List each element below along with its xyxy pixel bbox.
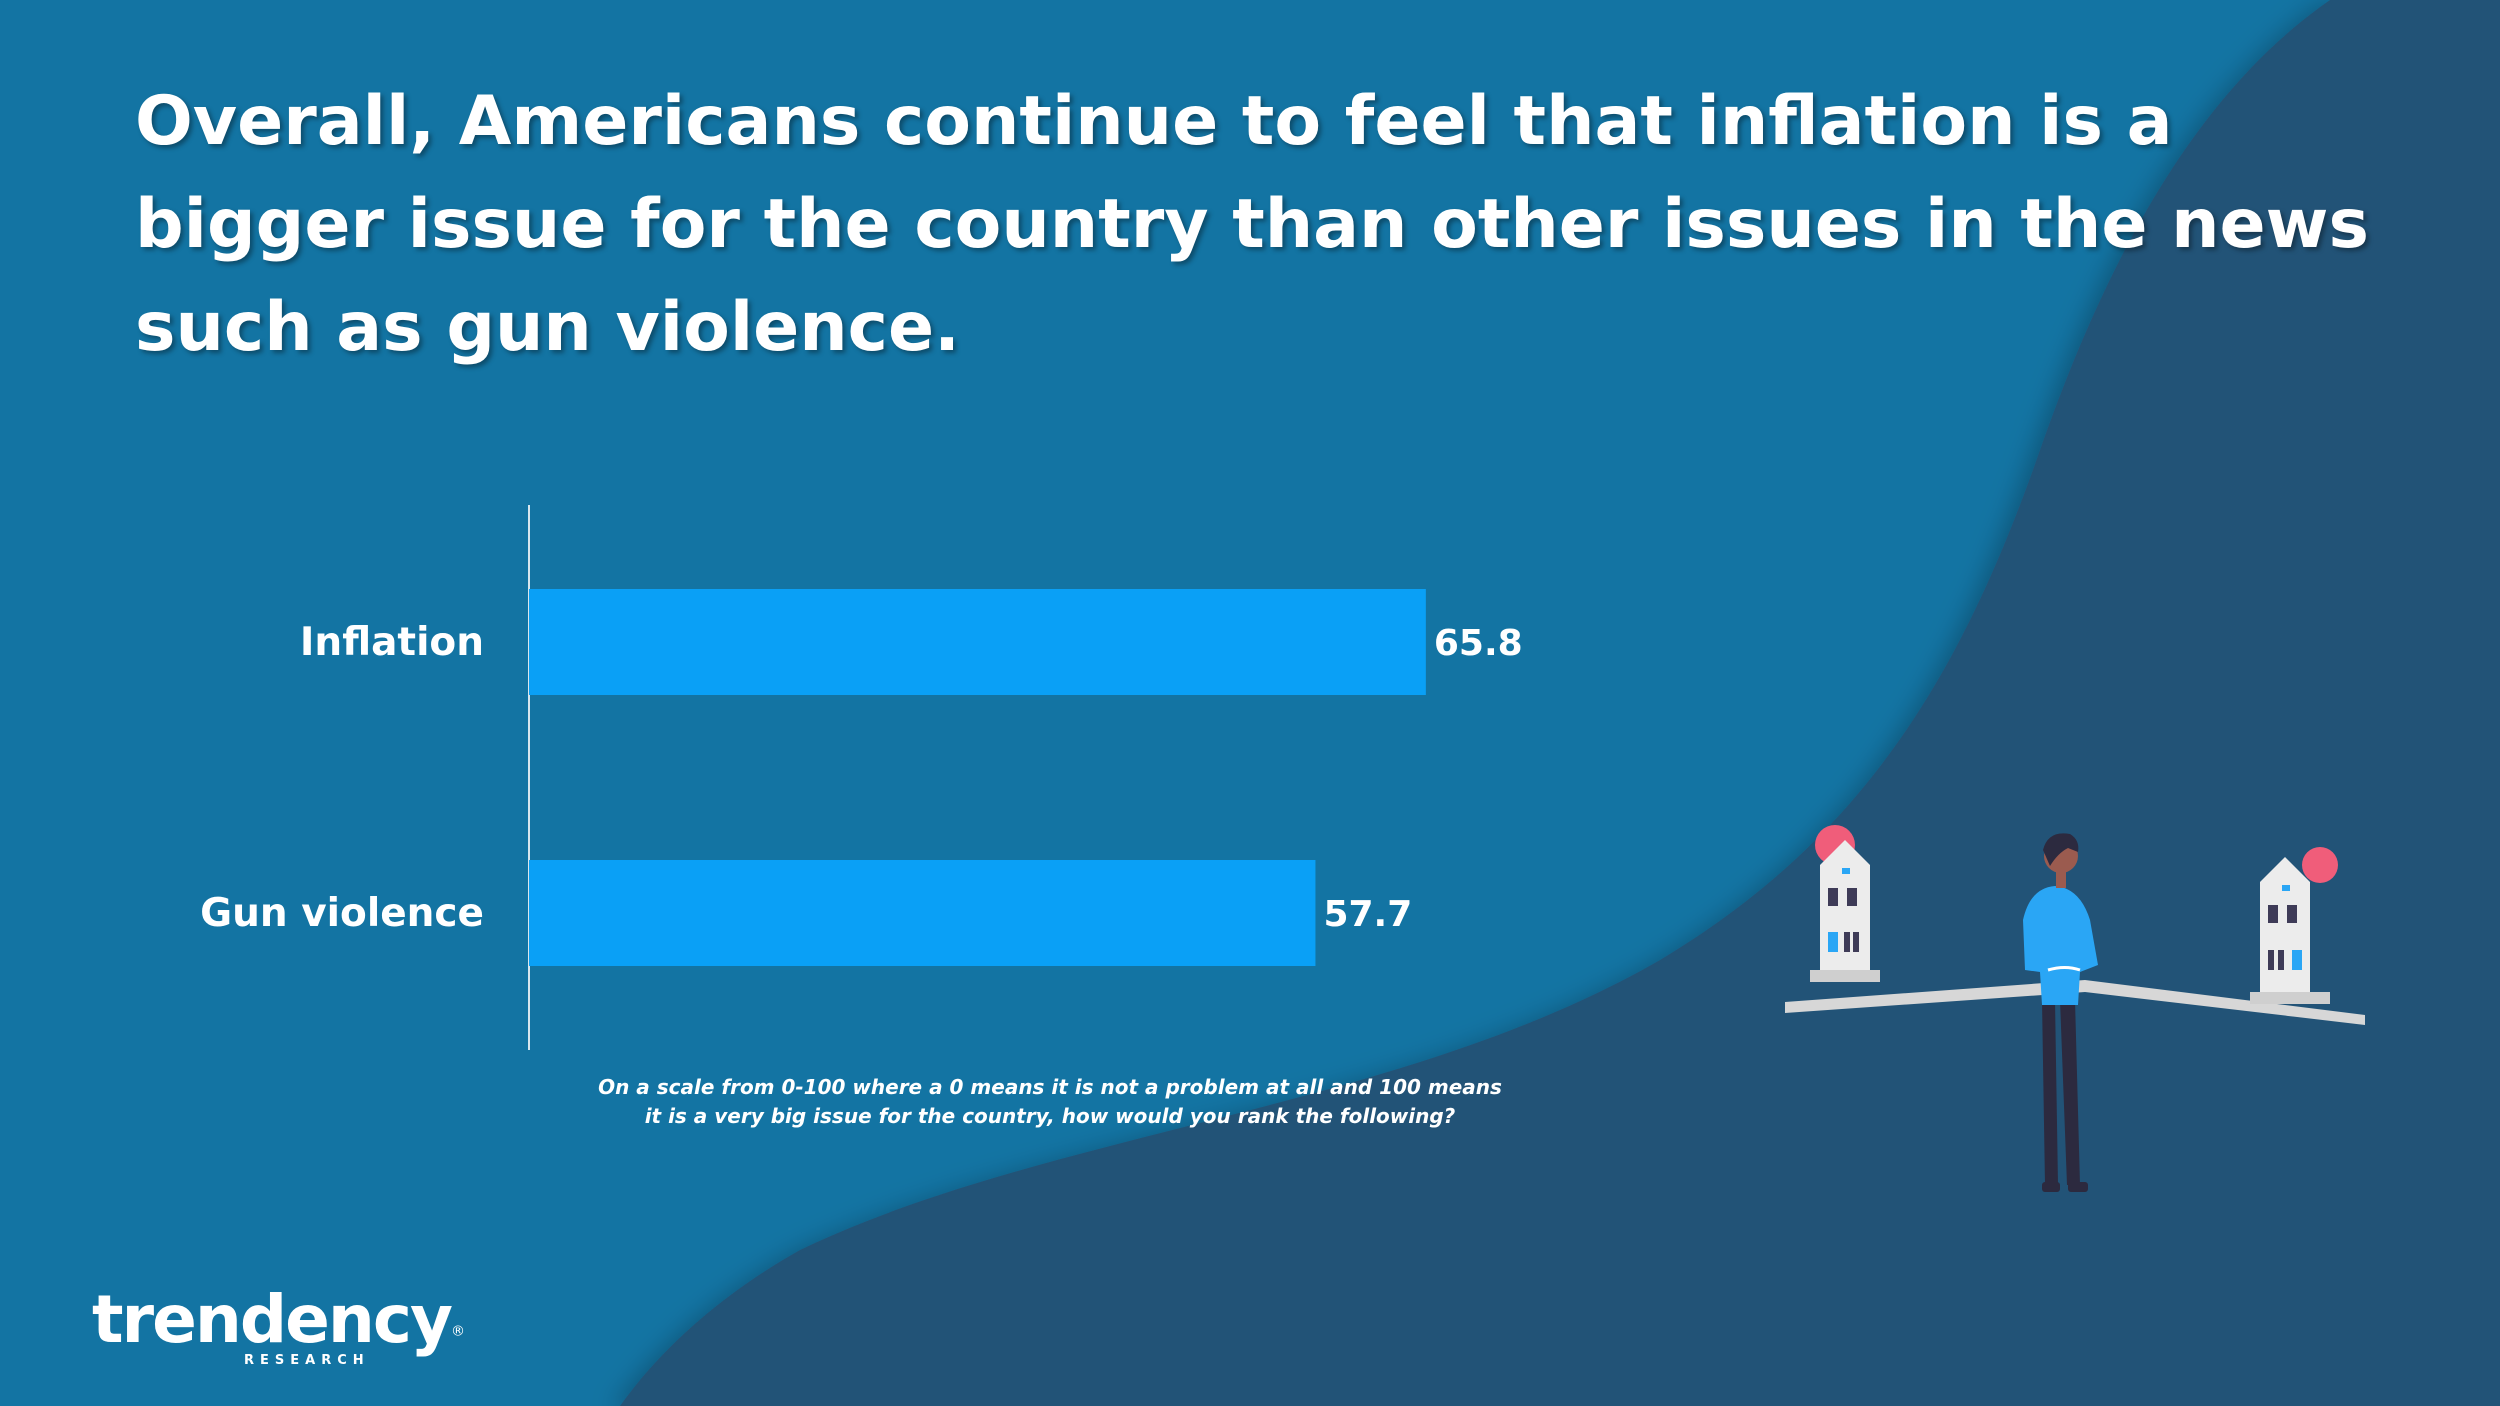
bar-inflation	[529, 589, 1426, 695]
value-label: 65.8	[1434, 623, 1523, 664]
person-icon	[2023, 833, 2098, 1192]
survey-question: On a scale from 0-100 where a 0 means it…	[598, 1075, 1502, 1128]
balance-illustration	[1785, 825, 2365, 1192]
logo-trademark: ®	[451, 1323, 465, 1340]
value-label: 57.7	[1323, 894, 1412, 935]
left-house-icon	[1810, 825, 1880, 982]
slide-title: Overall, Americans continue to feel that…	[135, 82, 2369, 367]
logo-wordmark: trendency	[92, 1281, 453, 1358]
logo-tagline: RESEARCH	[244, 1353, 370, 1368]
right-house-icon	[2250, 847, 2338, 1004]
bar-gun-violence	[529, 860, 1316, 966]
trendency-logo: trendency® RESEARCH	[92, 1285, 465, 1369]
category-label: Inflation	[300, 620, 484, 665]
category-label: Gun violence	[200, 891, 484, 936]
